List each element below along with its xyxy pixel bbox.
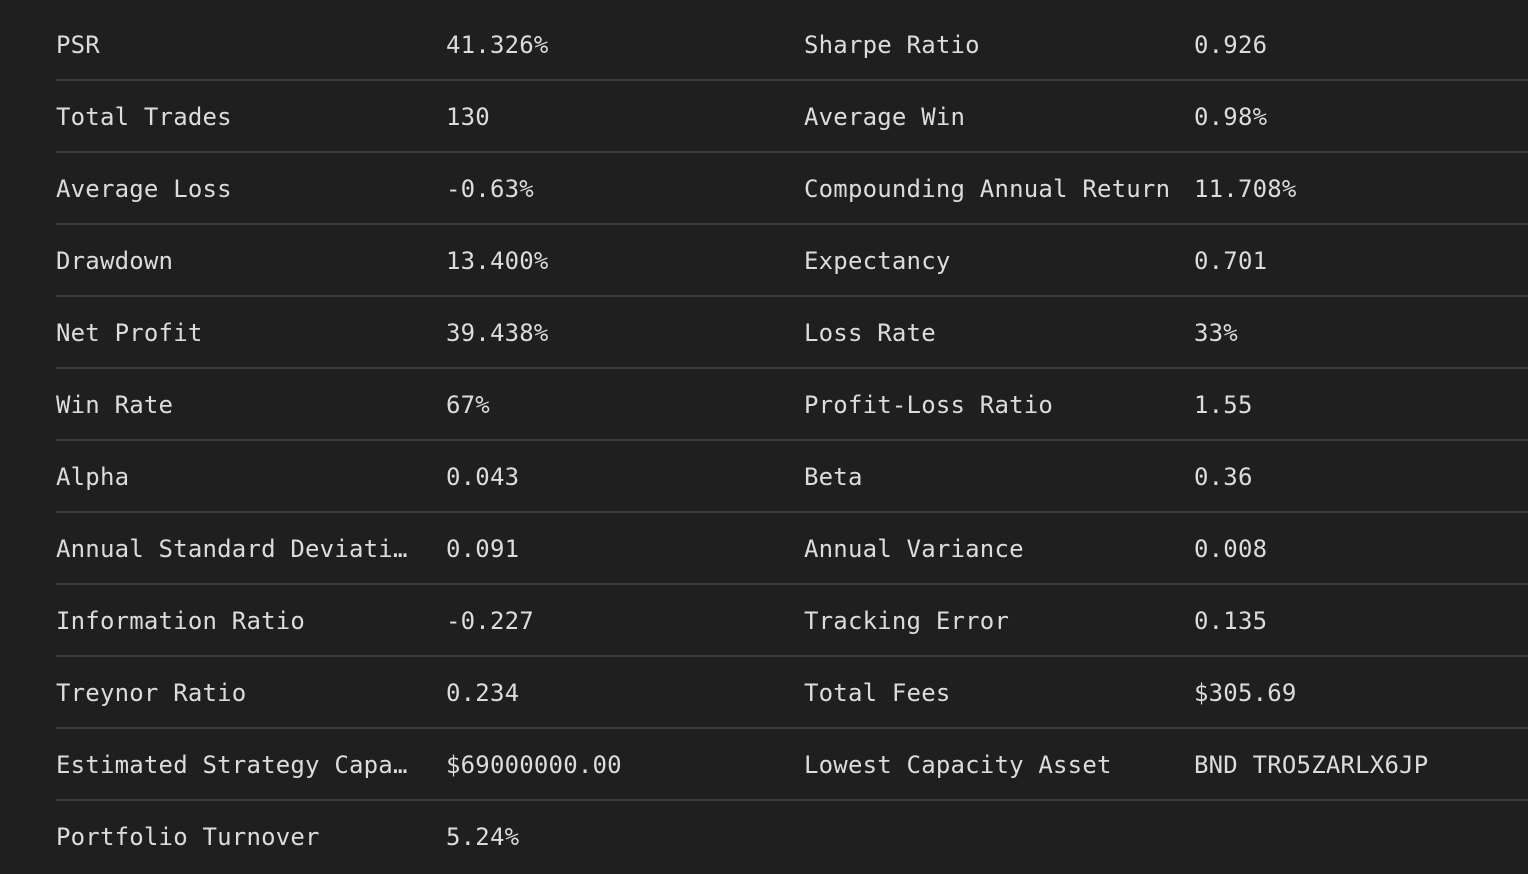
stat-label: Tracking Error: [804, 607, 1010, 635]
stat-value: 41.326%: [446, 31, 549, 59]
stat-label: Portfolio Turnover: [56, 823, 320, 851]
stat-label: Drawdown: [56, 247, 174, 275]
stat-value: 0.091: [446, 535, 520, 563]
stats-row: Annual Standard Deviation 0.091 Annual V…: [56, 513, 1528, 585]
stat-value: -0.63%: [446, 175, 534, 203]
stats-row: Average Loss -0.63% Compounding Annual R…: [56, 153, 1528, 225]
stat-label: Sharpe Ratio: [804, 31, 980, 59]
stats-row: Net Profit 39.438% Loss Rate 33%: [56, 297, 1528, 369]
stats-row: PSR 41.326% Sharpe Ratio 0.926: [56, 9, 1528, 81]
stat-value: 5.24%: [446, 823, 520, 851]
statistics-table: PSR 41.326% Sharpe Ratio 0.926 Total Tra…: [56, 9, 1528, 873]
stat-value: BND TRO5ZARLX6JP: [1194, 751, 1429, 779]
stats-row: Information Ratio -0.227 Tracking Error …: [56, 585, 1528, 657]
stat-label: PSR: [56, 31, 100, 59]
stat-value: 0.135: [1194, 607, 1268, 635]
stat-label: Estimated Strategy Capacity: [56, 751, 420, 779]
stats-row: Estimated Strategy Capacity $69000000.00…: [56, 729, 1528, 801]
stat-value: 67%: [446, 391, 490, 419]
stats-row: Portfolio Turnover 5.24%: [56, 801, 1528, 873]
stat-value: 0.234: [446, 679, 520, 707]
stat-value: 1.55: [1194, 391, 1253, 419]
stat-label: Beta: [804, 463, 863, 491]
stat-value: 0.36: [1194, 463, 1253, 491]
stat-value: 0.008: [1194, 535, 1268, 563]
stat-label: Total Trades: [56, 103, 232, 131]
stat-value: 11.708%: [1194, 175, 1297, 203]
stats-row: Treynor Ratio 0.234 Total Fees $305.69: [56, 657, 1528, 729]
stat-label: Alpha: [56, 463, 130, 491]
stat-label: Expectancy: [804, 247, 951, 275]
stat-value: $69000000.00: [446, 751, 622, 779]
stat-label: Average Win: [804, 103, 966, 131]
stat-value: 0.98%: [1194, 103, 1268, 131]
stat-value: [1194, 801, 1514, 871]
stat-value: $305.69: [1194, 679, 1297, 707]
stats-row: Alpha 0.043 Beta 0.36: [56, 441, 1528, 513]
stat-label: Compounding Annual Return: [804, 175, 1171, 203]
stat-label: Lowest Capacity Asset: [804, 751, 1112, 779]
stat-value: 0.043: [446, 463, 520, 491]
stat-value: 130: [446, 103, 490, 131]
stat-value: 39.438%: [446, 319, 549, 347]
stat-label: Total Fees: [804, 679, 951, 707]
stat-value: 33%: [1194, 319, 1238, 347]
stat-label: Win Rate: [56, 391, 174, 419]
stat-value: 0.701: [1194, 247, 1268, 275]
stats-row: Win Rate 67% Profit-Loss Ratio 1.55: [56, 369, 1528, 441]
stats-row: Drawdown 13.400% Expectancy 0.701: [56, 225, 1528, 297]
stat-value: 13.400%: [446, 247, 549, 275]
stat-label: Loss Rate: [804, 319, 936, 347]
stat-label: Annual Variance: [804, 535, 1024, 563]
stat-value: -0.227: [446, 607, 534, 635]
stat-label: [804, 801, 1174, 871]
stat-label: Treynor Ratio: [56, 679, 247, 707]
stats-row: Total Trades 130 Average Win 0.98%: [56, 81, 1528, 153]
stat-label: Profit-Loss Ratio: [804, 391, 1054, 419]
stat-value: 0.926: [1194, 31, 1268, 59]
stat-label: Net Profit: [56, 319, 203, 347]
stat-label: Information Ratio: [56, 607, 306, 635]
stat-label: Annual Standard Deviation: [56, 535, 420, 563]
stat-label: Average Loss: [56, 175, 232, 203]
